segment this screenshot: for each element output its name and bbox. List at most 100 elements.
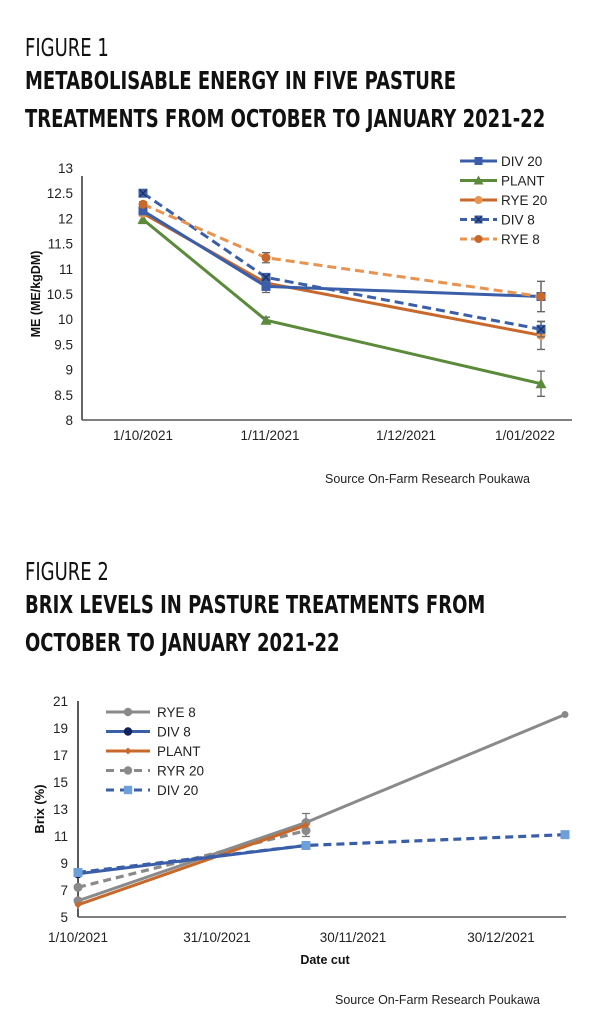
data-point — [260, 314, 272, 325]
y-tick-label: 17 — [53, 748, 68, 763]
y-tick-label: 12.5 — [47, 186, 73, 201]
series-line — [77, 843, 307, 876]
legend-label: PLANT — [501, 174, 545, 189]
legend-label: RYR 20 — [157, 764, 204, 779]
legend-item-div-20: DIV 20 — [106, 783, 198, 798]
legend-marker — [473, 175, 484, 185]
figure-1-chart: 8 8.5 9 9.5 10 10.5 11 11.5 12 12.5 13 1/10/2021 1/1… — [29, 154, 572, 443]
figure-2-title-line-1: BRIX LEVELS IN PASTURE TREATMENTS FROM — [25, 590, 486, 619]
series-div-20 — [73, 830, 570, 877]
x-tick-label: 1/12/2021 — [376, 428, 436, 443]
y-tick-label: 11 — [54, 829, 68, 844]
x-axis-title: Date cut — [300, 953, 350, 967]
legend-item-rye-8: RYE 8 — [106, 705, 196, 720]
x-tick-label: 30/11/2021 — [320, 930, 387, 945]
y-tick-label: 8 — [65, 413, 73, 428]
series-line — [77, 713, 566, 903]
figure-2-label: FIGURE 2 — [25, 557, 109, 586]
data-point — [261, 253, 271, 263]
legend-label: RYE 8 — [157, 705, 196, 720]
data-point-x — [139, 189, 147, 198]
y-tick-label: 10 — [58, 312, 73, 327]
y-tick-label: 21 — [53, 694, 68, 709]
legend-label: PLANT — [157, 744, 201, 759]
legend-marker — [123, 727, 133, 736]
legend-marker — [123, 707, 133, 717]
x-tick-label: 1/10/2021 — [48, 930, 108, 945]
y-tick-label: 13 — [58, 161, 73, 176]
figure-2-title-line-2: OCTOBER TO JANUARY 2021-22 — [25, 628, 340, 657]
legend-marker — [474, 196, 483, 204]
data-point — [73, 882, 83, 892]
legend-marker — [474, 157, 483, 165]
data-point-x — [537, 325, 545, 334]
legend-item-rye-8: RYE 8 — [460, 232, 540, 247]
y-axis-title: Brix (%) — [32, 784, 47, 833]
figure-1-title-line-1: METABOLISABLE ENERGY IN FIVE PASTURE — [25, 66, 457, 95]
figure-1-title-line-2: TREATMENTS FROM OCTOBER TO JANUARY 2021-… — [25, 104, 546, 133]
legend-marker-x — [475, 216, 482, 223]
legend-marker — [123, 766, 133, 775]
series-line — [142, 209, 542, 299]
x-tick-label: 1/10/2021 — [113, 428, 173, 443]
legend-item-div-20: DIV 20 — [460, 154, 542, 169]
y-tick-label: 9.5 — [54, 337, 73, 352]
y-tick-label: 10.5 — [47, 287, 73, 302]
legend-label: RYE 8 — [501, 232, 540, 247]
legend-item-rye-20: RYE 20 — [460, 193, 547, 208]
legend-marker — [474, 235, 483, 243]
series-div-8 — [138, 188, 546, 338]
legend-label: DIV 8 — [157, 725, 191, 740]
y-tick-label: 9 — [60, 856, 68, 871]
figure-2-source: Source On-Farm Research Poukawa — [335, 993, 540, 1007]
y-tick-label: 13 — [53, 802, 68, 817]
data-point — [74, 901, 82, 909]
data-point — [561, 711, 569, 718]
data-point — [261, 281, 271, 291]
data-point — [73, 867, 83, 877]
y-tick-label: 19 — [53, 721, 68, 736]
y-axis-title: ME (ME/kgDM) — [29, 251, 43, 338]
legend-marker — [124, 747, 132, 755]
legend-marker — [123, 785, 133, 795]
data-point — [138, 199, 148, 209]
data-point — [301, 826, 311, 836]
y-tick-label: 12 — [58, 211, 73, 226]
series-line — [77, 833, 566, 875]
series-div-20 — [138, 206, 546, 313]
y-tick-label: 9 — [65, 363, 73, 378]
series-line — [142, 191, 542, 331]
data-point-x — [262, 273, 270, 282]
x-tick-label: 30/12/2021 — [467, 930, 535, 945]
series-line — [142, 218, 542, 386]
legend-label: RYE 20 — [501, 193, 547, 208]
x-tick-label: 1/01/2022 — [495, 428, 555, 443]
data-point — [560, 830, 570, 840]
x-tick-label: 31/10/2021 — [183, 930, 251, 945]
figure-1-label: FIGURE 1 — [25, 33, 109, 62]
series-line — [77, 823, 307, 907]
legend-label: DIV 20 — [501, 154, 542, 169]
legend-item-div-8: DIV 8 — [460, 213, 535, 228]
legend-item-div-8: DIV 8 — [106, 725, 191, 740]
figure-1-source: Source On-Farm Research Poukawa — [325, 472, 530, 486]
data-point — [138, 206, 148, 216]
legend-item-ryr-20: RYR 20 — [106, 764, 204, 779]
data-point — [301, 840, 311, 850]
figure-2-chart: 5 7 9 11 13 15 17 19 21 1/10/2021 31/10/2021 30/11/… — [32, 694, 570, 967]
legend-item-plant: PLANT — [106, 744, 201, 759]
data-point — [535, 378, 547, 389]
data-point — [302, 821, 310, 829]
y-tick-label: 5 — [60, 910, 68, 925]
series-plant — [74, 821, 310, 909]
y-tick-label: 15 — [53, 775, 68, 790]
y-tick-label: 8.5 — [54, 388, 73, 403]
y-tick-label: 11 — [59, 262, 73, 277]
y-tick-label: 11.5 — [48, 237, 73, 252]
series-rye-8 — [138, 199, 546, 313]
y-tick-label: 7 — [60, 883, 68, 898]
legend-label: DIV 20 — [157, 783, 198, 798]
x-tick-label: 1/11/2021 — [240, 428, 299, 443]
data-point — [536, 292, 546, 302]
data-point — [137, 213, 149, 224]
